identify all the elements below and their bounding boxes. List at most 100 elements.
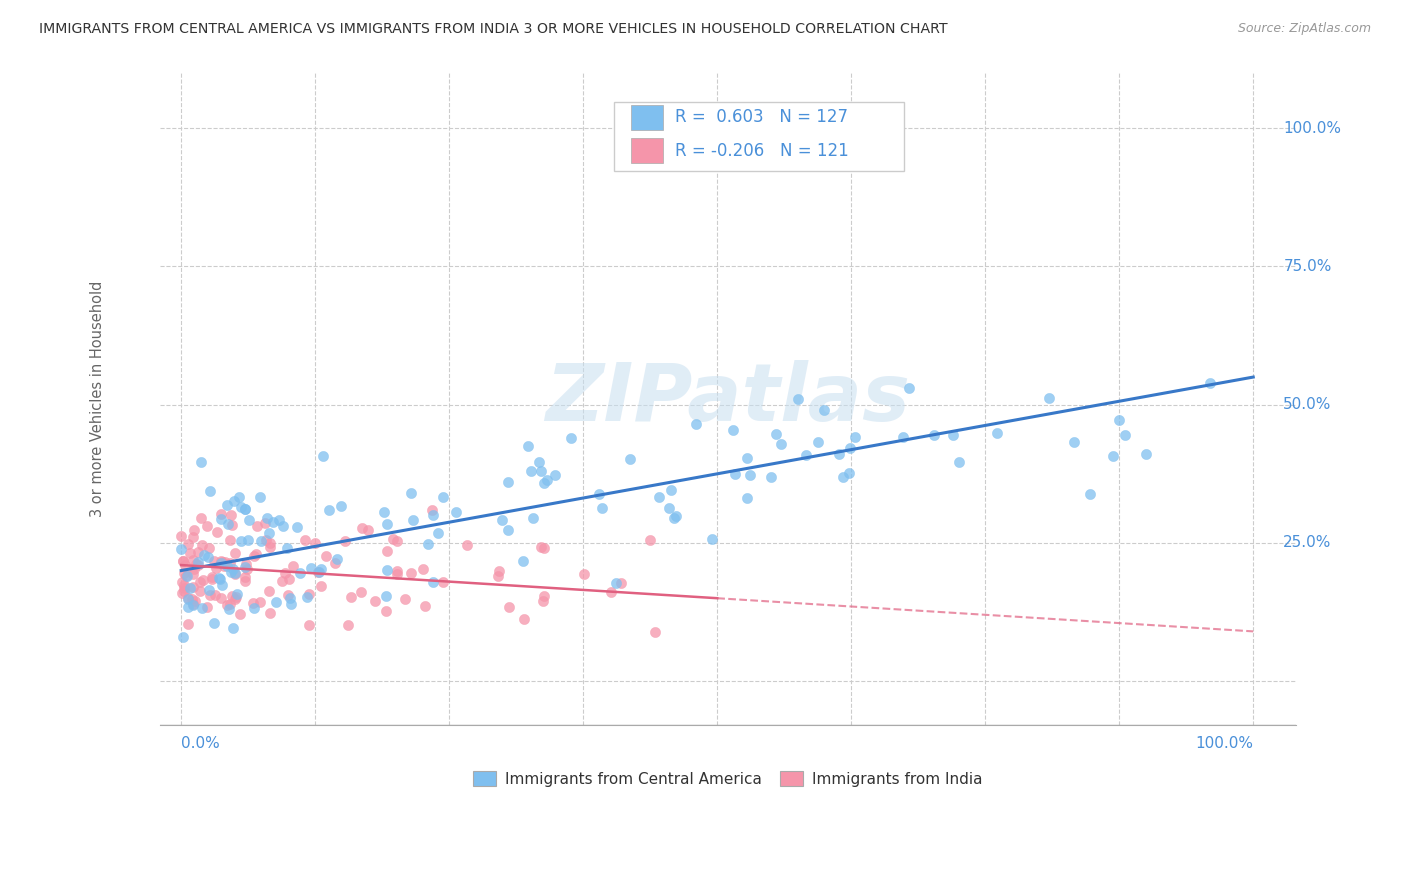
Point <box>986 426 1008 441</box>
Point <box>246 518 269 533</box>
Point <box>1038 391 1060 405</box>
Point <box>412 562 434 576</box>
Point <box>413 599 436 613</box>
Point <box>257 526 280 541</box>
Point <box>350 585 373 599</box>
Point <box>700 533 723 547</box>
Point <box>831 470 853 484</box>
Point <box>308 566 330 580</box>
Point <box>533 541 555 556</box>
Point <box>274 566 297 580</box>
Point <box>644 624 666 639</box>
Point <box>209 556 232 570</box>
Point <box>530 540 553 554</box>
Point <box>204 588 226 602</box>
Point <box>233 502 256 516</box>
Point <box>307 566 329 580</box>
Point <box>254 533 277 547</box>
Point <box>387 566 409 581</box>
Point <box>256 511 278 525</box>
Point <box>259 535 281 549</box>
Point <box>638 533 661 548</box>
Point <box>357 523 380 537</box>
Point <box>212 558 235 573</box>
Point <box>364 593 387 607</box>
Point <box>352 521 374 535</box>
Point <box>177 592 200 607</box>
Point <box>399 566 422 580</box>
Point <box>838 466 860 480</box>
Point <box>432 574 454 589</box>
Point <box>385 533 408 548</box>
Point <box>201 572 224 586</box>
Point <box>173 582 195 596</box>
Point <box>211 591 233 605</box>
Point <box>486 569 509 583</box>
Point <box>891 430 914 444</box>
Point <box>312 449 335 463</box>
Point <box>229 533 252 548</box>
Point <box>198 541 221 556</box>
Point <box>202 554 225 568</box>
Point <box>432 490 454 504</box>
Point <box>491 513 513 527</box>
Point <box>257 584 280 599</box>
Point <box>513 612 536 626</box>
Point <box>219 557 242 571</box>
Point <box>839 442 862 456</box>
Point <box>233 559 256 574</box>
Point <box>259 540 281 554</box>
Point <box>828 447 851 461</box>
Point <box>290 566 312 580</box>
Text: 25.0%: 25.0% <box>1284 535 1331 550</box>
Point <box>193 573 215 587</box>
Point <box>330 499 353 513</box>
Point <box>224 546 246 560</box>
Point <box>375 517 398 532</box>
Point <box>243 600 266 615</box>
Point <box>233 570 256 584</box>
Text: 3 or more Vehicles in Household: 3 or more Vehicles in Household <box>90 281 105 517</box>
Point <box>724 467 747 482</box>
Point <box>214 555 236 569</box>
FancyBboxPatch shape <box>614 103 904 171</box>
Point <box>197 550 219 565</box>
Point <box>264 595 287 609</box>
Point <box>942 427 965 442</box>
Point <box>402 513 425 527</box>
Point <box>250 534 273 549</box>
Point <box>813 402 835 417</box>
Point <box>181 567 204 582</box>
Point <box>536 473 558 487</box>
Point <box>207 571 229 585</box>
Point <box>183 562 205 576</box>
Point <box>512 554 534 568</box>
Point <box>173 578 195 592</box>
Point <box>498 475 520 490</box>
Point <box>184 594 207 608</box>
Point <box>1114 428 1136 442</box>
Point <box>209 572 232 586</box>
Point <box>337 617 360 632</box>
Point <box>619 451 641 466</box>
Point <box>375 563 398 577</box>
Point <box>219 565 242 579</box>
Point <box>222 562 245 576</box>
Point <box>211 555 233 569</box>
Point <box>187 555 209 569</box>
Point <box>224 566 246 581</box>
Point <box>375 589 398 603</box>
Text: R = -0.206   N = 121: R = -0.206 N = 121 <box>675 142 848 161</box>
Point <box>198 588 221 602</box>
Point <box>222 621 245 635</box>
Point <box>375 543 398 558</box>
Point <box>207 524 229 539</box>
Point <box>309 562 332 576</box>
Point <box>498 600 520 615</box>
Point <box>218 597 240 611</box>
Point <box>187 545 209 559</box>
Point <box>609 576 631 591</box>
Point <box>520 464 543 478</box>
Point <box>235 558 257 572</box>
Point <box>544 467 567 482</box>
